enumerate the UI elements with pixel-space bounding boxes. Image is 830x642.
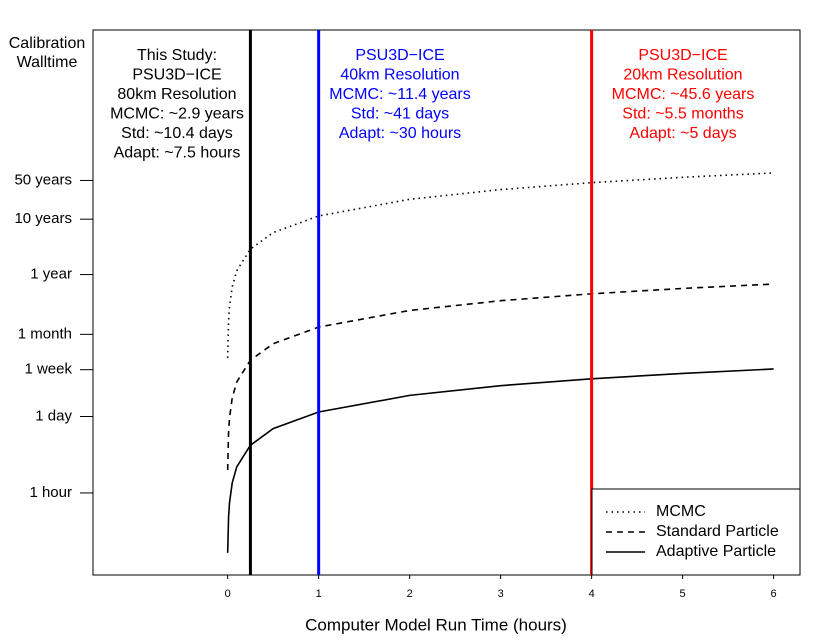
legend-label: Standard Particle: [656, 523, 779, 540]
y-axis-label: Calibration: [9, 35, 85, 52]
legend-label: MCMC: [656, 503, 706, 520]
series-line: [226, 172, 774, 358]
legend-label: Adaptive Particle: [656, 543, 776, 560]
x-tick-label: 0: [225, 588, 231, 600]
x-tick-label: 6: [771, 588, 777, 600]
annotation: 40km Resolution: [340, 67, 459, 84]
annotation: Std: ~10.4 days: [121, 125, 233, 142]
y-tick-label: 1 week: [24, 361, 72, 378]
legend-box: [591, 488, 801, 576]
plot-frame: [92, 29, 801, 576]
annotation: PSU3D−ICE: [355, 47, 444, 64]
annotation: 20km Resolution: [623, 67, 742, 84]
y-tick-label: 1 hour: [29, 484, 72, 501]
annotation: MCMC: ~2.9 years: [110, 106, 244, 123]
x-tick-label: 1: [316, 588, 322, 600]
annotation: This Study:: [137, 47, 217, 64]
x-tick-label: 3: [498, 588, 504, 600]
x-tick-label: 5: [680, 588, 686, 600]
annotation: Std: ~5.5 months: [622, 106, 743, 123]
y-tick-label: 1 year: [30, 266, 72, 283]
annotation: Std: ~41 days: [351, 106, 449, 123]
x-tick-label: 4: [589, 588, 595, 600]
annotation: PSU3D−ICE: [132, 67, 221, 84]
annotation: Adapt: ~5 days: [629, 125, 736, 142]
y-tick-label: 1 day: [35, 407, 72, 424]
x-axis-label: Computer Model Run Time (hours): [305, 615, 567, 634]
annotation: PSU3D−ICE: [638, 47, 727, 64]
y-tick-label: 1 month: [18, 325, 72, 342]
annotation: MCMC: ~45.6 years: [612, 86, 755, 103]
annotation: 80km Resolution: [117, 86, 236, 103]
annotation: Adapt: ~7.5 hours: [114, 145, 241, 162]
y-tick-label: 10 years: [14, 210, 72, 227]
y-axis-label: Walltime: [17, 54, 78, 71]
y-tick-label: 50 years: [14, 171, 72, 188]
series-line: [226, 283, 774, 470]
annotation: Adapt: ~30 hours: [339, 125, 461, 142]
x-tick-label: 2: [407, 588, 413, 600]
annotation: MCMC: ~11.4 years: [329, 86, 471, 103]
